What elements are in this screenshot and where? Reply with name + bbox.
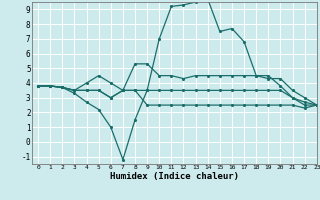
- X-axis label: Humidex (Indice chaleur): Humidex (Indice chaleur): [110, 172, 239, 181]
